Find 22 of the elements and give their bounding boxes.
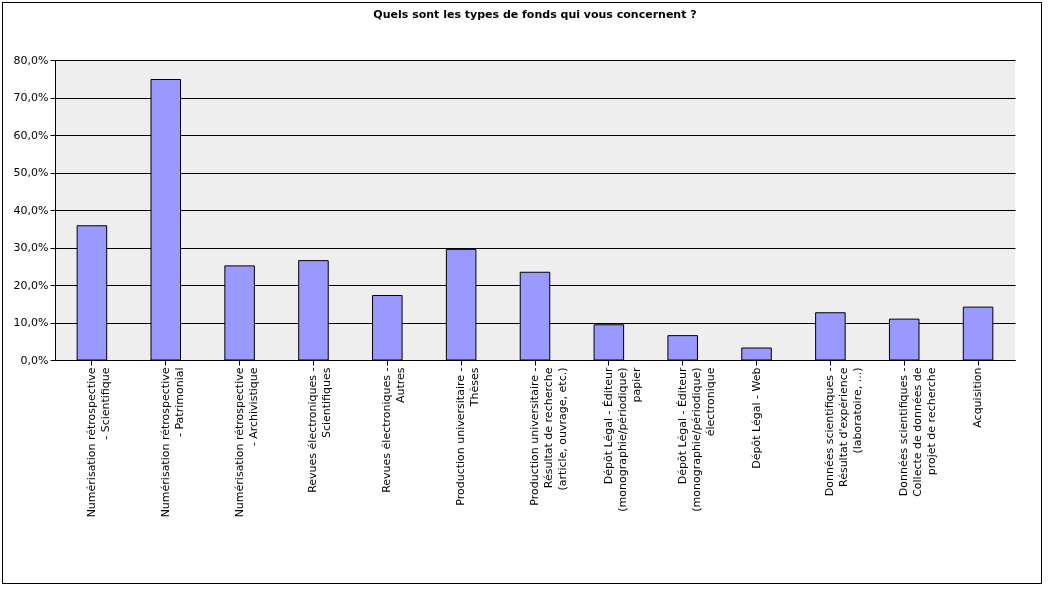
y-tick-label: 60,0% — [13, 128, 49, 142]
x-tick-label: Acquisition — [971, 367, 985, 428]
x-tick-label: Numérisation rétrospective - Patrimonial — [158, 367, 186, 518]
x-tick-label: Dépôt Légal - Web — [749, 367, 763, 469]
y-tick-label: 0,0% — [20, 353, 49, 367]
chart-title: Quels sont les types de fonds qui vous concernent ? — [373, 8, 697, 21]
x-tick-label: Revues électroniques - Scientifiques — [306, 367, 334, 493]
y-tick-label: 70,0% — [13, 91, 49, 104]
x-tick-label: Revues électroniques - Autres — [380, 367, 408, 493]
x-tick-label: Données scientifiques - Collecte de données de projet de recherche — [897, 367, 939, 497]
x-tick-label: Numérisation rétrospective - Scientifique — [84, 367, 112, 518]
x-tick-label: Numérisation rétrospective - Archivistique — [232, 367, 260, 518]
x-tick-label: Production universitaire - Thèses — [454, 367, 482, 506]
y-tick-label: 10,0% — [13, 316, 49, 329]
y-tick-label: 30,0% — [13, 241, 49, 254]
y-tick-label: 20,0% — [13, 278, 49, 292]
y-tick-label: 40,0% — [13, 203, 49, 217]
x-tick-label: Production universitaire - Résultat de recherche (article, ouvrage, etc.) — [528, 367, 569, 506]
y-tick-label: 80,0% — [13, 53, 49, 67]
x-tick-label: Dépôt Légal - Éditeur (monographie/périodique) papier — [601, 367, 643, 512]
x-tick-label: Données scientifiques - Résultat d'expérience (laboratoire, ...) — [823, 367, 865, 497]
y-tick-label: 50,0% — [13, 166, 49, 179]
